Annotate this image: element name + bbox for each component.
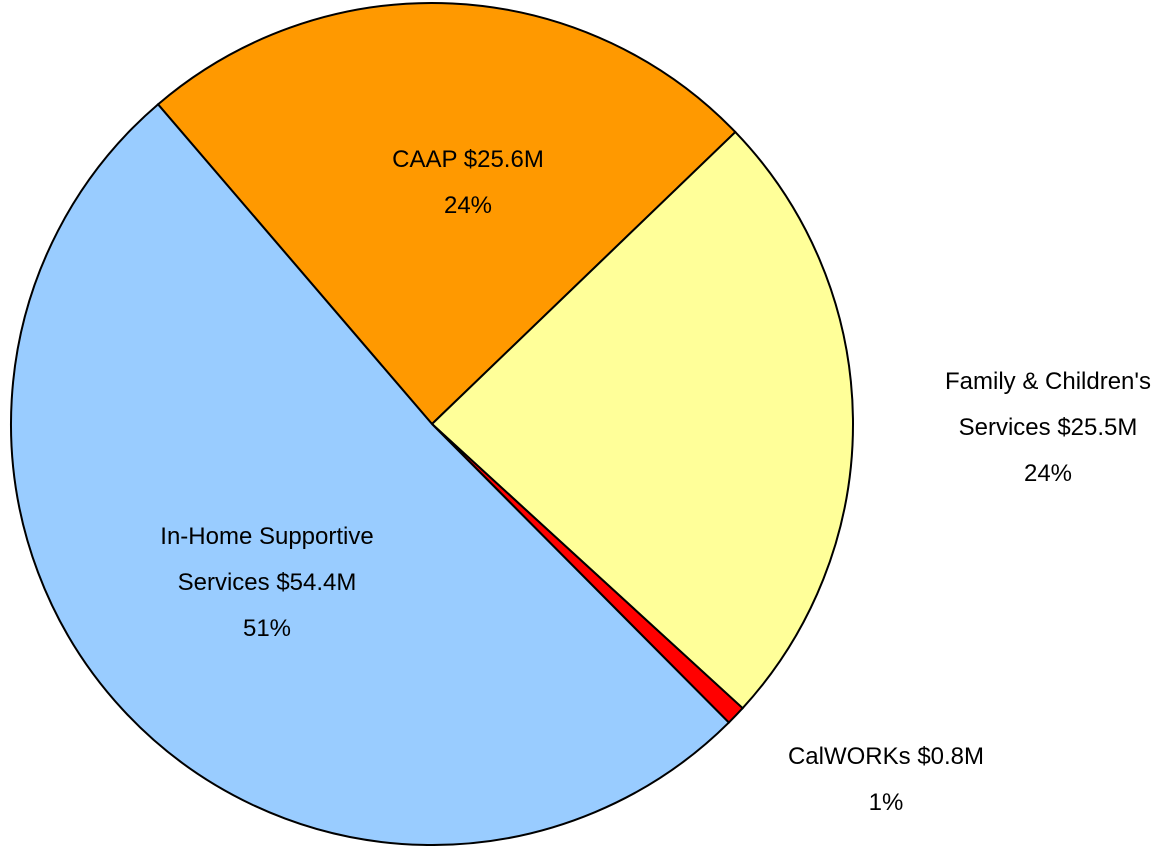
slice-label-line: CalWORKs $0.8M: [736, 734, 1036, 780]
slice-label: Family & Children's Services $25.5M 24%: [930, 359, 1166, 497]
percent-label: 51%: [242, 615, 292, 642]
value-label: $25.5M: [1057, 414, 1138, 441]
percent-label: 1%: [868, 789, 904, 816]
pie-slice: [156, 2, 737, 426]
slice-label: CalWORKs $0.8M 1%: [736, 734, 1036, 826]
category-name: In-Home Supportive Services: [160, 523, 374, 596]
slice-label: CAAP $25.6M 24%: [318, 137, 618, 229]
category-name: Family & Children's Services: [945, 368, 1151, 441]
value-label: $25.6M: [463, 146, 544, 173]
slice-label-line: CAAP $25.6M: [318, 137, 618, 183]
pie-slice: [10, 102, 731, 846]
slice-label: In-Home Supportive Services $54.4M 51%: [132, 514, 402, 652]
category-name: CalWORKs: [787, 743, 911, 770]
value-label: $54.4M: [276, 569, 357, 596]
slice-label-line: In-Home Supportive Services $54.4M: [132, 514, 402, 606]
category-name: CAAP: [392, 146, 458, 173]
percent-label: 24%: [443, 192, 493, 219]
percent-label: 24%: [1023, 460, 1073, 487]
pie-slice: [430, 130, 854, 710]
slice-label-line: Family & Children's Services $25.5M: [930, 359, 1166, 451]
value-label: $0.8M: [917, 743, 985, 770]
